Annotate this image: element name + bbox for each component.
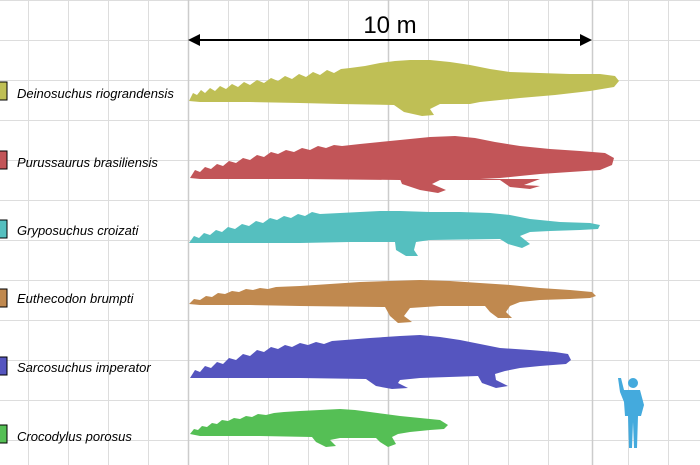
- color-swatch: [0, 356, 8, 376]
- color-swatch: [0, 150, 8, 170]
- human-silhouette-icon: [618, 378, 644, 448]
- scale-bar: 10 m: [188, 12, 592, 46]
- species-row: Gryposuchus croizati: [0, 211, 600, 256]
- species-name: Crocodylus porosus: [17, 429, 132, 444]
- species-name: Sarcosuchus imperator: [17, 360, 151, 375]
- deinosuchus-silhouette: [189, 60, 619, 116]
- purussaurus-silhouette: [190, 136, 614, 193]
- species-row: Deinosuchus riograndensis: [0, 60, 619, 116]
- gryposuchus-silhouette: [189, 211, 600, 256]
- species-row: Purussaurus brasiliensis: [0, 136, 614, 193]
- sarcosuchus-silhouette: [190, 335, 571, 389]
- scale-label: 10 m: [363, 12, 416, 39]
- species-name: Purussaurus brasiliensis: [17, 155, 158, 170]
- species-row: Sarcosuchus imperator: [0, 335, 571, 389]
- species-row: Crocodylus porosus: [0, 409, 448, 447]
- species-row: Euthecodon brumpti: [0, 280, 596, 323]
- euthecodon-silhouette: [189, 280, 596, 323]
- color-swatch: [0, 219, 8, 239]
- color-swatch: [0, 288, 8, 308]
- species-name: Deinosuchus riograndensis: [17, 86, 174, 101]
- species-name: Gryposuchus croizati: [17, 223, 139, 238]
- species-name: Euthecodon brumpti: [17, 291, 134, 306]
- crocodylus-silhouette: [190, 409, 448, 447]
- color-swatch: [0, 81, 8, 101]
- arrow-right-icon: [580, 34, 592, 46]
- color-swatch: [0, 424, 8, 444]
- arrow-left-icon: [188, 34, 200, 46]
